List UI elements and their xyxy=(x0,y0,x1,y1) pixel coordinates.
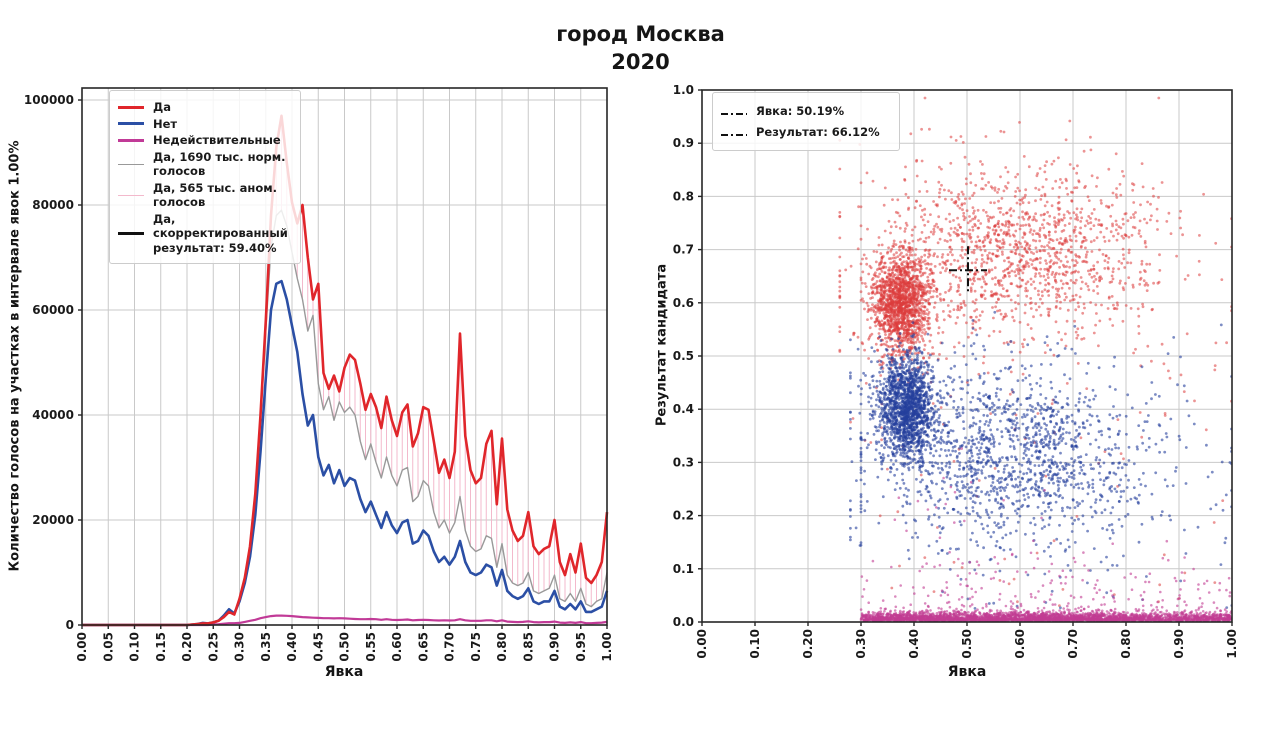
svg-text:0.15: 0.15 xyxy=(154,632,168,662)
svg-text:0.75: 0.75 xyxy=(469,632,483,662)
legend-label: Явка: 50.19% xyxy=(756,104,845,119)
figure-title: город Москва 2020 xyxy=(0,20,1281,76)
legend-label: Да, 565 тыс. аном. голосов xyxy=(153,180,278,210)
svg-text:0.50: 0.50 xyxy=(338,632,352,662)
svg-text:0.85: 0.85 xyxy=(521,632,535,662)
svg-text:0.05: 0.05 xyxy=(101,632,115,662)
svg-text:100000: 100000 xyxy=(24,93,74,107)
svg-text:0: 0 xyxy=(66,618,74,632)
line-sample xyxy=(118,231,144,235)
legend-label: Да, скорректированный результат: 59.40% xyxy=(153,211,288,255)
line-sample xyxy=(118,105,144,109)
legend-item: Да, скорректированный результат: 59.40% xyxy=(118,212,290,256)
svg-text:0.30: 0.30 xyxy=(233,632,247,662)
line-sample xyxy=(118,122,144,126)
svg-text:0.00: 0.00 xyxy=(75,632,89,662)
legend-label: Результат: 66.12% xyxy=(756,125,880,140)
svg-text:0.60: 0.60 xyxy=(390,632,404,662)
right-y-axis-label: Результат кандидата xyxy=(654,263,670,427)
line-sample xyxy=(118,194,144,196)
legend-label: Да xyxy=(153,100,172,114)
svg-text:0.20: 0.20 xyxy=(180,632,194,662)
legend-item: Да, 565 тыс. аном. голосов xyxy=(118,181,290,210)
figure-title-city: город Москва xyxy=(556,22,725,46)
legend-item: Нет xyxy=(118,117,290,132)
svg-text:0.25: 0.25 xyxy=(206,632,220,662)
legend-item: Результат: 66.12% xyxy=(721,123,889,142)
svg-text:20000: 20000 xyxy=(32,513,74,527)
svg-text:0.80: 0.80 xyxy=(495,632,509,662)
line-sample xyxy=(118,163,144,165)
svg-text:0.70: 0.70 xyxy=(443,632,457,662)
figure-title-year: 2020 xyxy=(611,50,670,74)
right-legend: Явка: 50.19% Результат: 66.12% xyxy=(712,92,900,151)
dashdot-line-sample xyxy=(721,102,747,121)
svg-text:0.10: 0.10 xyxy=(128,632,142,662)
svg-text:0.40: 0.40 xyxy=(285,632,299,662)
legend-label: Нет xyxy=(153,116,178,131)
legend-item: Да xyxy=(118,100,290,115)
legend-item: Да, 1690 тыс. норм. голосов xyxy=(118,150,290,179)
svg-text:40000: 40000 xyxy=(32,408,74,422)
svg-text:0.90: 0.90 xyxy=(548,632,562,662)
left-legend: Да Нет Недействительные Да, 1690 тыс. норм.… xyxy=(109,90,301,264)
line-sample xyxy=(118,138,144,142)
svg-text:0.35: 0.35 xyxy=(259,632,273,662)
left-y-axis-label: Количество голосов на участках в интерва… xyxy=(7,140,23,572)
svg-text:0.65: 0.65 xyxy=(416,632,430,662)
svg-text:0.55: 0.55 xyxy=(364,632,378,662)
legend-item: Недействительные xyxy=(118,133,290,148)
legend-label: Да, 1690 тыс. норм. голосов xyxy=(153,149,286,179)
svg-text:1.00: 1.00 xyxy=(600,632,614,662)
svg-text:80000: 80000 xyxy=(32,198,74,212)
legend-item: Явка: 50.19% xyxy=(721,102,889,121)
left-x-axis-label: Явка xyxy=(324,664,364,680)
svg-text:60000: 60000 xyxy=(32,303,74,317)
legend-label: Недействительные xyxy=(153,133,281,147)
right-x-axis-label: Явка xyxy=(947,664,987,680)
svg-text:0.95: 0.95 xyxy=(574,632,588,662)
svg-text:0.45: 0.45 xyxy=(311,632,325,662)
dashdot-line-sample xyxy=(721,123,747,142)
